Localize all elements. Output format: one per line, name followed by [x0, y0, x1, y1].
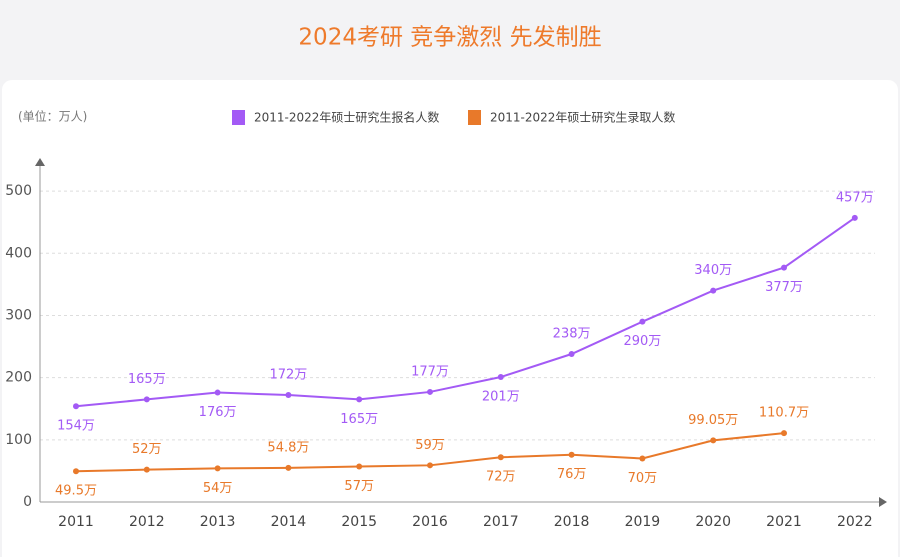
data-point	[73, 468, 79, 475]
x-tick-label: 2015	[341, 514, 377, 530]
x-tick-label: 2019	[625, 514, 661, 530]
legend-swatch	[468, 110, 481, 125]
data-point	[427, 388, 433, 395]
data-label: 177万	[411, 364, 449, 379]
data-label: 201万	[482, 390, 520, 405]
data-label: 165万	[340, 412, 378, 427]
data-point	[427, 462, 433, 469]
x-tick-label: 2013	[200, 514, 236, 530]
x-tick-label: 2020	[695, 514, 731, 530]
data-label: 377万	[765, 280, 803, 295]
data-point	[781, 264, 787, 271]
y-tick-label: 300	[5, 307, 32, 323]
data-point	[781, 430, 787, 437]
data-label: 76万	[557, 467, 587, 482]
data-point	[214, 465, 221, 472]
data-point	[73, 403, 79, 410]
data-label: 70万	[628, 471, 658, 486]
data-point	[285, 464, 292, 471]
chart-title: 2024考研 竞争激烈 先发制胜	[298, 25, 601, 51]
legend-label: 2011-2022年硕士研究生报名人数	[254, 110, 439, 125]
x-tick-label: 2022	[837, 514, 873, 530]
y-tick-label: 400	[5, 245, 32, 261]
data-label: 165万	[128, 372, 166, 387]
data-label: 59万	[415, 438, 445, 453]
data-point	[214, 389, 221, 396]
data-point	[356, 463, 363, 470]
x-tick-label: 2011	[58, 514, 94, 530]
data-point	[143, 396, 150, 403]
data-label: 154万	[57, 419, 95, 434]
legend-swatch	[232, 110, 245, 125]
data-label: 110.7万	[759, 406, 809, 421]
y-tick-label: 500	[5, 183, 32, 199]
data-label: 54.8万	[267, 440, 309, 455]
data-point	[497, 454, 504, 461]
data-label: 49.5万	[55, 484, 97, 499]
y-tick-label: 200	[5, 370, 32, 386]
data-label: 57万	[344, 479, 374, 494]
data-label: 54万	[203, 481, 233, 496]
data-point	[285, 392, 292, 399]
x-tick-label: 2014	[271, 514, 307, 530]
data-label: 52万	[132, 442, 162, 457]
data-point	[568, 451, 575, 458]
x-tick-label: 2018	[554, 514, 590, 530]
x-tick-label: 2017	[483, 514, 519, 530]
data-point	[639, 455, 646, 462]
x-tick-label: 2012	[129, 514, 165, 530]
legend-label: 2011-2022年硕士研究生录取人数	[490, 110, 675, 125]
y-tick-label: 100	[5, 432, 32, 448]
data-label: 99.05万	[688, 413, 738, 428]
data-label: 457万	[836, 190, 874, 205]
data-point	[639, 318, 646, 325]
data-point	[497, 374, 504, 381]
data-label: 176万	[199, 405, 237, 420]
data-point	[851, 214, 858, 221]
data-label: 238万	[553, 327, 591, 342]
card	[2, 80, 898, 557]
data-point	[568, 351, 575, 358]
data-label: 72万	[486, 470, 516, 485]
x-axis-arrow	[879, 497, 887, 507]
series-line	[75, 217, 856, 408]
data-label: 290万	[623, 334, 661, 349]
data-label: 340万	[694, 263, 732, 278]
y-axis-arrow	[35, 158, 45, 166]
data-point	[356, 396, 363, 403]
x-tick-label: 2016	[412, 514, 448, 530]
data-point	[143, 466, 150, 473]
data-point	[710, 437, 717, 444]
y-tick-label: 0	[23, 494, 32, 510]
unit-label: (单位：万人)	[18, 109, 87, 124]
data-label: 172万	[269, 368, 307, 383]
data-point	[710, 287, 717, 294]
x-tick-label: 2021	[766, 514, 802, 530]
